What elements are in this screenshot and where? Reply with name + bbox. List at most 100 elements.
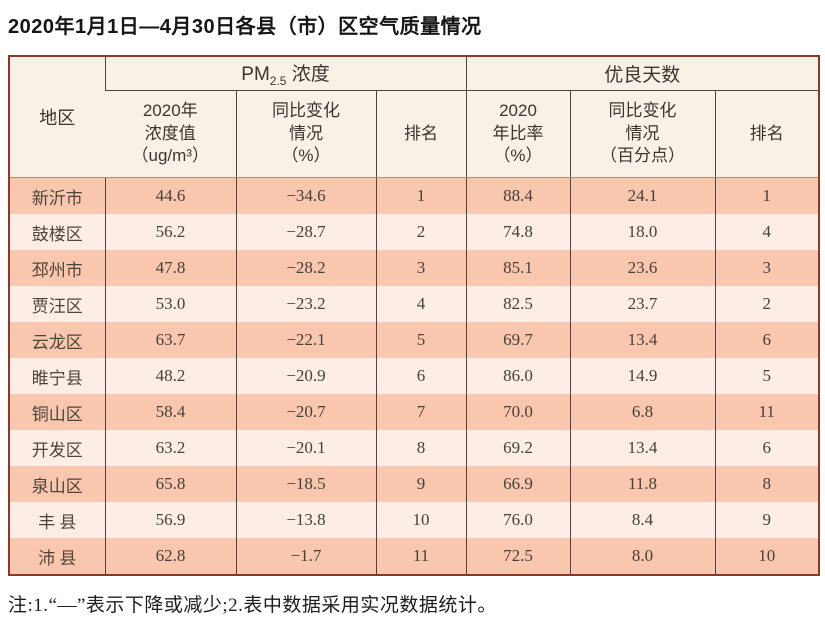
air-quality-table: 地区 PM2.5 浓度 优良天数 2020年 浓度值 （ug/m³） 同比变化 …	[8, 55, 820, 576]
value-cell: −28.7	[235, 214, 376, 250]
region-column-header: 地区	[9, 56, 105, 178]
region-cell: 铜山区	[31, 404, 83, 424]
value-cell: 1	[375, 177, 466, 214]
value-cell: 4	[714, 214, 819, 250]
value-cell: 56.2	[104, 214, 236, 250]
value-cell: 11	[375, 538, 466, 575]
value-cell: 72.5	[465, 538, 570, 575]
value-cell: 10	[375, 502, 466, 538]
value-cell: 63.7	[104, 322, 236, 358]
value-cell: 66.9	[465, 466, 570, 502]
value-cell: 5	[375, 322, 466, 358]
value-cell: −34.6	[235, 177, 376, 214]
value-cell: 76.0	[465, 502, 570, 538]
value-cell: 6	[714, 322, 819, 358]
table-body: 新沂市 44.6 −34.6 1 88.4 24.1 1 鼓楼区 56.2 −28.7 2 74.8 1…	[9, 177, 819, 575]
value-cell: −20.9	[235, 358, 376, 394]
table-row: 新沂市 44.6 −34.6 1 88.4 24.1 1	[9, 177, 819, 214]
value-cell: 18.0	[569, 214, 715, 250]
pm-label: PM	[241, 64, 270, 86]
sub-header-row: 2020年 浓度值 （ug/m³） 同比变化 情况 （%） 排名 2020 年比…	[9, 90, 819, 178]
value-cell: 8.4	[569, 502, 715, 538]
value-cell: 48.2	[104, 358, 236, 394]
good-days-group-header: 优良天数	[465, 56, 819, 91]
value-cell: 11	[714, 394, 819, 430]
region-cell: 新沂市	[31, 188, 83, 208]
value-cell: 13.4	[569, 322, 715, 358]
table-row: 丰 县 56.9 −13.8 10 76.0 8.4 9	[9, 502, 819, 538]
value-cell: 7	[375, 394, 466, 430]
table-row: 开发区 63.2 −20.1 8 69.2 13.4 6	[9, 430, 819, 466]
pm-subscript: 2.5	[269, 73, 287, 88]
value-cell: 1	[714, 177, 819, 214]
region-cell: 邳州市	[31, 260, 83, 280]
table-row: 贾汪区 53.0 −23.2 4 82.5 23.7 2	[9, 286, 819, 322]
table-row: 泉山区 65.8 −18.5 9 66.9 11.8 8	[9, 466, 819, 502]
footnote: 注:1.“—”表示下降或减少;2.表中数据采用实况数据统计。	[8, 595, 497, 616]
value-cell: 62.8	[104, 538, 236, 575]
region-cell: 贾汪区	[31, 296, 83, 316]
pm-suffix: 浓度	[286, 64, 330, 86]
pm-rank-header: 排名	[375, 90, 466, 178]
table-row: 铜山区 58.4 −20.7 7 70.0 6.8 11	[9, 394, 819, 430]
good-ratio-header: 2020 年比率 （%）	[465, 90, 570, 178]
value-cell: 70.0	[465, 394, 570, 430]
value-cell: −22.1	[235, 322, 376, 358]
value-cell: 53.0	[104, 286, 236, 322]
good-change-header: 同比变化 情况 （百分点）	[569, 90, 715, 178]
value-cell: 8	[714, 466, 819, 502]
value-cell: 3	[714, 250, 819, 286]
value-cell: 14.9	[569, 358, 715, 394]
region-cell: 沛 县	[38, 548, 77, 568]
value-cell: 44.6	[104, 177, 236, 214]
region-cell: 泉山区	[31, 476, 83, 496]
value-cell: −1.7	[235, 538, 376, 575]
value-cell: 5	[714, 358, 819, 394]
table-row: 邳州市 47.8 −28.2 3 85.1 23.6 3	[9, 250, 819, 286]
region-cell: 丰 县	[38, 512, 77, 532]
value-cell: −18.5	[235, 466, 376, 502]
value-cell: 6	[714, 430, 819, 466]
value-cell: 3	[375, 250, 466, 286]
pm-value-header: 2020年 浓度值 （ug/m³）	[105, 90, 236, 178]
value-cell: −20.1	[235, 430, 376, 466]
value-cell: 13.4	[569, 430, 715, 466]
value-cell: 4	[375, 286, 466, 322]
value-cell: 9	[714, 502, 819, 538]
value-cell: 23.7	[569, 286, 715, 322]
region-cell: 开发区	[31, 440, 83, 460]
value-cell: 65.8	[104, 466, 236, 502]
value-cell: 11.8	[569, 466, 715, 502]
value-cell: 10	[714, 538, 819, 575]
value-cell: 58.4	[104, 394, 236, 430]
region-cell: 睢宁县	[31, 368, 83, 388]
value-cell: 74.8	[465, 214, 570, 250]
region-cell: 鼓楼区	[31, 224, 83, 244]
good-rank-header: 排名	[714, 90, 819, 178]
table-row: 鼓楼区 56.2 −28.7 2 74.8 18.0 4	[9, 214, 819, 250]
value-cell: 82.5	[465, 286, 570, 322]
value-cell: 8	[375, 430, 466, 466]
value-cell: 56.9	[104, 502, 236, 538]
value-cell: 2	[714, 286, 819, 322]
table-row: 睢宁县 48.2 −20.9 6 86.0 14.9 5	[9, 358, 819, 394]
value-cell: 47.8	[104, 250, 236, 286]
value-cell: 23.6	[569, 250, 715, 286]
page-title: 2020年1月1日—4月30日各县（市）区空气质量情况	[8, 16, 482, 38]
value-cell: −13.8	[235, 502, 376, 538]
value-cell: 69.7	[465, 322, 570, 358]
value-cell: 6.8	[569, 394, 715, 430]
value-cell: 9	[375, 466, 466, 502]
value-cell: 86.0	[465, 358, 570, 394]
value-cell: 6	[375, 358, 466, 394]
value-cell: −20.7	[235, 394, 376, 430]
value-cell: −28.2	[235, 250, 376, 286]
value-cell: 63.2	[104, 430, 236, 466]
value-cell: 24.1	[569, 177, 715, 214]
pm-change-header: 同比变化 情况 （%）	[235, 90, 376, 178]
value-cell: 69.2	[465, 430, 570, 466]
value-cell: 2	[375, 214, 466, 250]
region-cell: 云龙区	[31, 332, 83, 352]
table-row: 沛 县 62.8 −1.7 11 72.5 8.0 10	[9, 538, 819, 575]
